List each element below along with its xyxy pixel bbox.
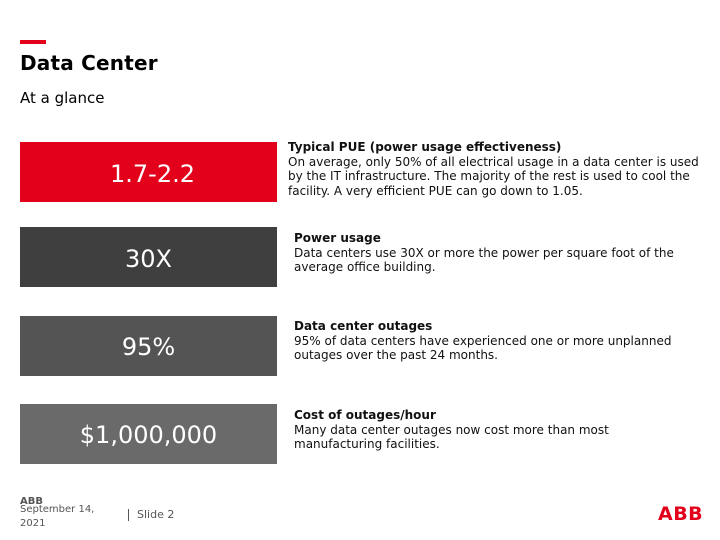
abb-logo: ABB — [658, 503, 704, 525]
stat-value-power-usage: 30X — [125, 245, 172, 273]
stat-description-outage-cost: Cost of outages/hour Many data center ou… — [294, 408, 694, 452]
stat-box-outage-cost: $1,000,000 — [20, 404, 277, 464]
footer-slide-number: Slide 2 — [137, 508, 175, 521]
stat-text-pue: On average, only 50% of all electrical u… — [288, 154, 699, 198]
stat-value-pue: 1.7-2.2 — [110, 160, 195, 188]
page-subtitle: At a glance — [20, 89, 105, 107]
stat-value-outages: 95% — [121, 333, 176, 361]
stat-text-outage-cost: Many data center outages now cost more t… — [294, 422, 609, 452]
stat-box-pue: 1.7-2.2 — [20, 142, 277, 202]
stat-text-power-usage: Data centers use 30X or more the power p… — [294, 245, 674, 275]
stat-box-outages: 95% — [20, 316, 277, 376]
stat-value-outage-cost: $1,000,000 — [79, 421, 218, 449]
stat-description-outages: Data center outages 95% of data centers … — [294, 319, 694, 363]
page-title: Data Center — [20, 51, 158, 75]
stat-heading-outage-cost: Cost of outages/hour — [294, 408, 436, 422]
stat-description-pue: Typical PUE (power usage effectiveness) … — [288, 140, 708, 198]
stat-box-power-usage: 30X — [20, 227, 277, 287]
stat-heading-power-usage: Power usage — [294, 231, 381, 245]
title-accent-bar — [20, 40, 46, 44]
stat-text-outages: 95% of data centers have experienced one… — [294, 333, 672, 363]
footer-small-logo: ABB — [20, 496, 43, 507]
stat-heading-pue: Typical PUE (power usage effectiveness) — [288, 140, 562, 154]
footer-divider — [128, 509, 129, 521]
stat-heading-outages: Data center outages — [294, 319, 433, 333]
footer-date: September 14, 2021 — [20, 504, 95, 529]
stat-description-power-usage: Power usage Data centers use 30X or more… — [294, 231, 694, 275]
